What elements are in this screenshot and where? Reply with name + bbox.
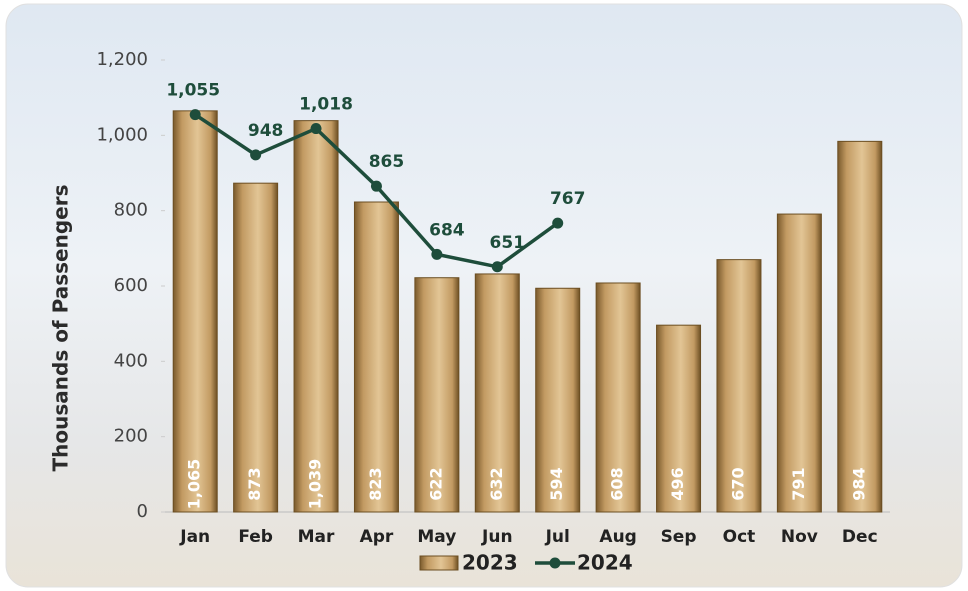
x-tick-label: Jun: [481, 527, 513, 547]
bar-value-label: 984: [849, 467, 868, 500]
x-tick-label: Oct: [723, 527, 756, 547]
bar-value-label: 496: [668, 467, 687, 500]
line-value-label: 865: [369, 152, 405, 172]
line-point: [189, 109, 201, 121]
bar-value-label: 791: [789, 467, 808, 500]
line-value-label: 1,055: [166, 81, 220, 101]
legend-swatch: [419, 555, 459, 571]
x-tick-label: Dec: [842, 527, 878, 547]
line-point: [552, 217, 564, 229]
line-point: [431, 248, 443, 260]
bar: [414, 277, 460, 513]
bar: [535, 287, 581, 513]
line-value-label: 684: [429, 220, 465, 240]
y-tick-label: 0: [137, 501, 148, 522]
bar-value-label: 622: [426, 467, 445, 500]
bar: [776, 213, 822, 513]
bar-value-label: 1,065: [185, 459, 204, 510]
x-tick-label: Apr: [360, 527, 394, 547]
bar: [293, 120, 339, 513]
bar: [172, 110, 218, 513]
bar-value-label: 670: [728, 467, 747, 500]
y-tick-label: 800: [114, 200, 148, 221]
x-tick-label: Jul: [545, 527, 570, 547]
legend-label: 2023: [462, 551, 518, 575]
line-point: [310, 123, 322, 135]
legend-swatch: [549, 557, 561, 569]
y-tick-label: 400: [114, 350, 148, 371]
x-tick-label: Nov: [781, 527, 818, 547]
line-point: [491, 261, 503, 273]
y-tick-label: 1,200: [96, 49, 148, 70]
line-point: [250, 149, 262, 161]
bar-value-label: 1,039: [306, 459, 325, 510]
legend-label: 2024: [577, 551, 633, 575]
bar-value-label: 873: [245, 467, 264, 500]
x-tick-label: May: [417, 527, 456, 547]
y-tick-label: 1,000: [96, 124, 148, 145]
line-point: [370, 180, 382, 192]
line-value-label: 767: [550, 189, 586, 209]
x-tick-label: Jan: [179, 527, 210, 547]
bar-value-label: 608: [608, 467, 627, 500]
bar-value-label: 632: [487, 467, 506, 500]
bar: [353, 201, 399, 513]
line-value-label: 1,018: [299, 95, 353, 115]
bar: [837, 140, 883, 513]
line-value-label: 948: [248, 121, 284, 141]
y-axis-title: Thousands of Passengers: [49, 185, 73, 472]
bar: [656, 324, 702, 513]
bar: [716, 259, 762, 513]
bar: [233, 182, 279, 513]
x-tick-label: Mar: [298, 527, 335, 547]
y-tick-label: 200: [114, 426, 148, 447]
bar: [474, 273, 520, 513]
bar-value-label: 823: [366, 467, 385, 500]
x-tick-label: Sep: [661, 527, 697, 547]
x-tick-label: Feb: [238, 527, 273, 547]
bar: [595, 282, 641, 513]
bar-value-label: 594: [547, 467, 566, 500]
y-tick-label: 600: [114, 275, 148, 296]
x-tick-label: Aug: [599, 527, 636, 547]
line-value-label: 651: [490, 233, 526, 253]
